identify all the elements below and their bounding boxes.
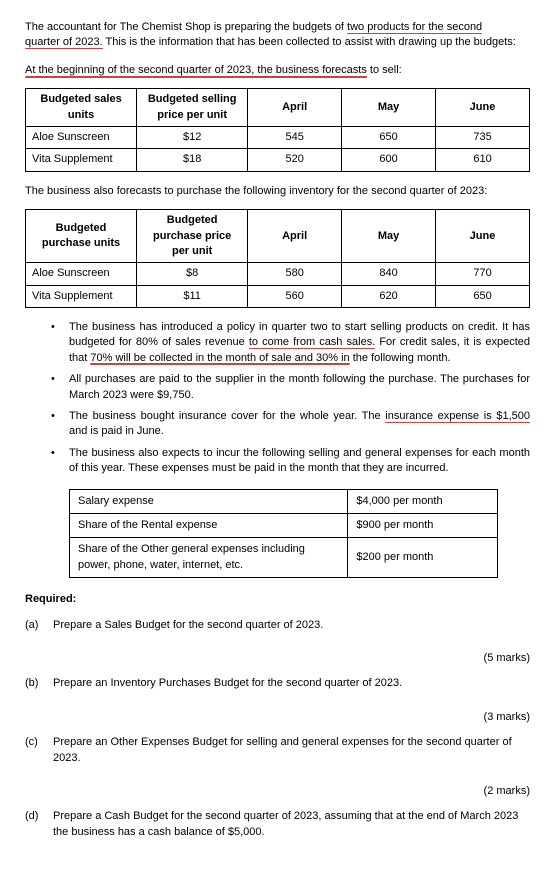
purchase-budget-table: Budgeted purchase units Budgeted purchas… bbox=[25, 209, 530, 308]
marks-a: (5 marks) bbox=[25, 651, 530, 666]
table-cell: Share of the Other general expenses incl… bbox=[70, 538, 348, 578]
forecast-prefix: At the beginning of the second quarter o… bbox=[25, 64, 367, 76]
table-cell: $200 per month bbox=[348, 538, 498, 578]
bullet-underlined: to come from cash sales. bbox=[249, 336, 375, 348]
bullet-text: the following month. bbox=[350, 352, 451, 364]
table-cell: 770 bbox=[436, 263, 530, 285]
sales-header-2: April bbox=[248, 89, 342, 127]
req-label: (d) bbox=[25, 809, 53, 840]
purchase-header-2: April bbox=[248, 210, 342, 263]
bullet-text: and is paid in June. bbox=[69, 425, 164, 437]
table-cell: Aloe Sunscreen bbox=[26, 126, 137, 148]
table-cell: Salary expense bbox=[70, 489, 348, 513]
bullet-underlined: 70% will be collected in the month of sa… bbox=[90, 352, 349, 364]
table-cell: $12 bbox=[137, 126, 248, 148]
requirement-d: (d) Prepare a Cash Budget for the second… bbox=[25, 809, 530, 840]
table-cell: 650 bbox=[342, 126, 436, 148]
table-cell: 560 bbox=[248, 285, 342, 307]
table-cell: Share of the Rental expense bbox=[70, 513, 348, 537]
table-cell: Vita Supplement bbox=[26, 285, 137, 307]
table-cell: 545 bbox=[248, 126, 342, 148]
requirement-a: (a) Prepare a Sales Budget for the secon… bbox=[25, 618, 530, 633]
table-cell: 580 bbox=[248, 263, 342, 285]
intro-underlined-2: quarter of 2023. bbox=[25, 36, 103, 48]
purchase-header-0: Budgeted purchase units bbox=[26, 210, 137, 263]
notes-list: The business has introduced a policy in … bbox=[51, 320, 530, 477]
forecast-suffix: to sell: bbox=[367, 64, 402, 76]
table-cell: 600 bbox=[342, 149, 436, 171]
required-heading: Required: bbox=[25, 592, 530, 607]
req-text: Prepare a Cash Budget for the second qua… bbox=[53, 809, 530, 840]
table-cell: 620 bbox=[342, 285, 436, 307]
intro-text-1: The accountant for The Chemist Shop is p… bbox=[25, 21, 347, 33]
list-item: The business has introduced a policy in … bbox=[51, 320, 530, 366]
forecast-line: At the beginning of the second quarter o… bbox=[25, 63, 530, 78]
list-item: The business also expects to incur the f… bbox=[51, 446, 530, 477]
table-cell: 610 bbox=[436, 149, 530, 171]
list-item: The business bought insurance cover for … bbox=[51, 409, 530, 440]
marks-c: (2 marks) bbox=[25, 784, 530, 799]
sales-header-4: June bbox=[436, 89, 530, 127]
table-cell: $8 bbox=[137, 263, 248, 285]
table-cell: 840 bbox=[342, 263, 436, 285]
bullet-underlined: insurance expense is $1,500 bbox=[385, 410, 530, 422]
req-text: Prepare an Inventory Purchases Budget fo… bbox=[53, 676, 530, 691]
sales-header-0: Budgeted sales units bbox=[26, 89, 137, 127]
sales-budget-table: Budgeted sales units Budgeted selling pr… bbox=[25, 88, 530, 172]
intro-text-2: This is the information that has been co… bbox=[103, 36, 516, 48]
purchase-header-4: June bbox=[436, 210, 530, 263]
table-cell: 520 bbox=[248, 149, 342, 171]
requirement-b: (b) Prepare an Inventory Purchases Budge… bbox=[25, 676, 530, 691]
table-cell: $4,000 per month bbox=[348, 489, 498, 513]
table-cell: Aloe Sunscreen bbox=[26, 263, 137, 285]
sales-header-1: Budgeted selling price per unit bbox=[137, 89, 248, 127]
expense-table: Salary expense $4,000 per month Share of… bbox=[69, 489, 498, 579]
req-label: (c) bbox=[25, 735, 53, 766]
req-text: Prepare a Sales Budget for the second qu… bbox=[53, 618, 530, 633]
bullet-text: The business bought insurance cover for … bbox=[69, 410, 385, 422]
intro-paragraph: The accountant for The Chemist Shop is p… bbox=[25, 20, 530, 51]
table-cell: Vita Supplement bbox=[26, 149, 137, 171]
table-cell: 735 bbox=[436, 126, 530, 148]
intro-underlined-1: two products for the second bbox=[347, 21, 482, 33]
table-cell: $900 per month bbox=[348, 513, 498, 537]
req-label: (b) bbox=[25, 676, 53, 691]
table-cell: $11 bbox=[137, 285, 248, 307]
marks-b: (3 marks) bbox=[25, 710, 530, 725]
purchase-header-1: Budgeted purchase price per unit bbox=[137, 210, 248, 263]
req-text: Prepare an Other Expenses Budget for sel… bbox=[53, 735, 530, 766]
req-label: (a) bbox=[25, 618, 53, 633]
table-cell: 650 bbox=[436, 285, 530, 307]
purchase-intro: The business also forecasts to purchase … bbox=[25, 184, 530, 199]
purchase-header-3: May bbox=[342, 210, 436, 263]
requirement-c: (c) Prepare an Other Expenses Budget for… bbox=[25, 735, 530, 766]
list-item: All purchases are paid to the supplier i… bbox=[51, 372, 530, 403]
sales-header-3: May bbox=[342, 89, 436, 127]
table-cell: $18 bbox=[137, 149, 248, 171]
